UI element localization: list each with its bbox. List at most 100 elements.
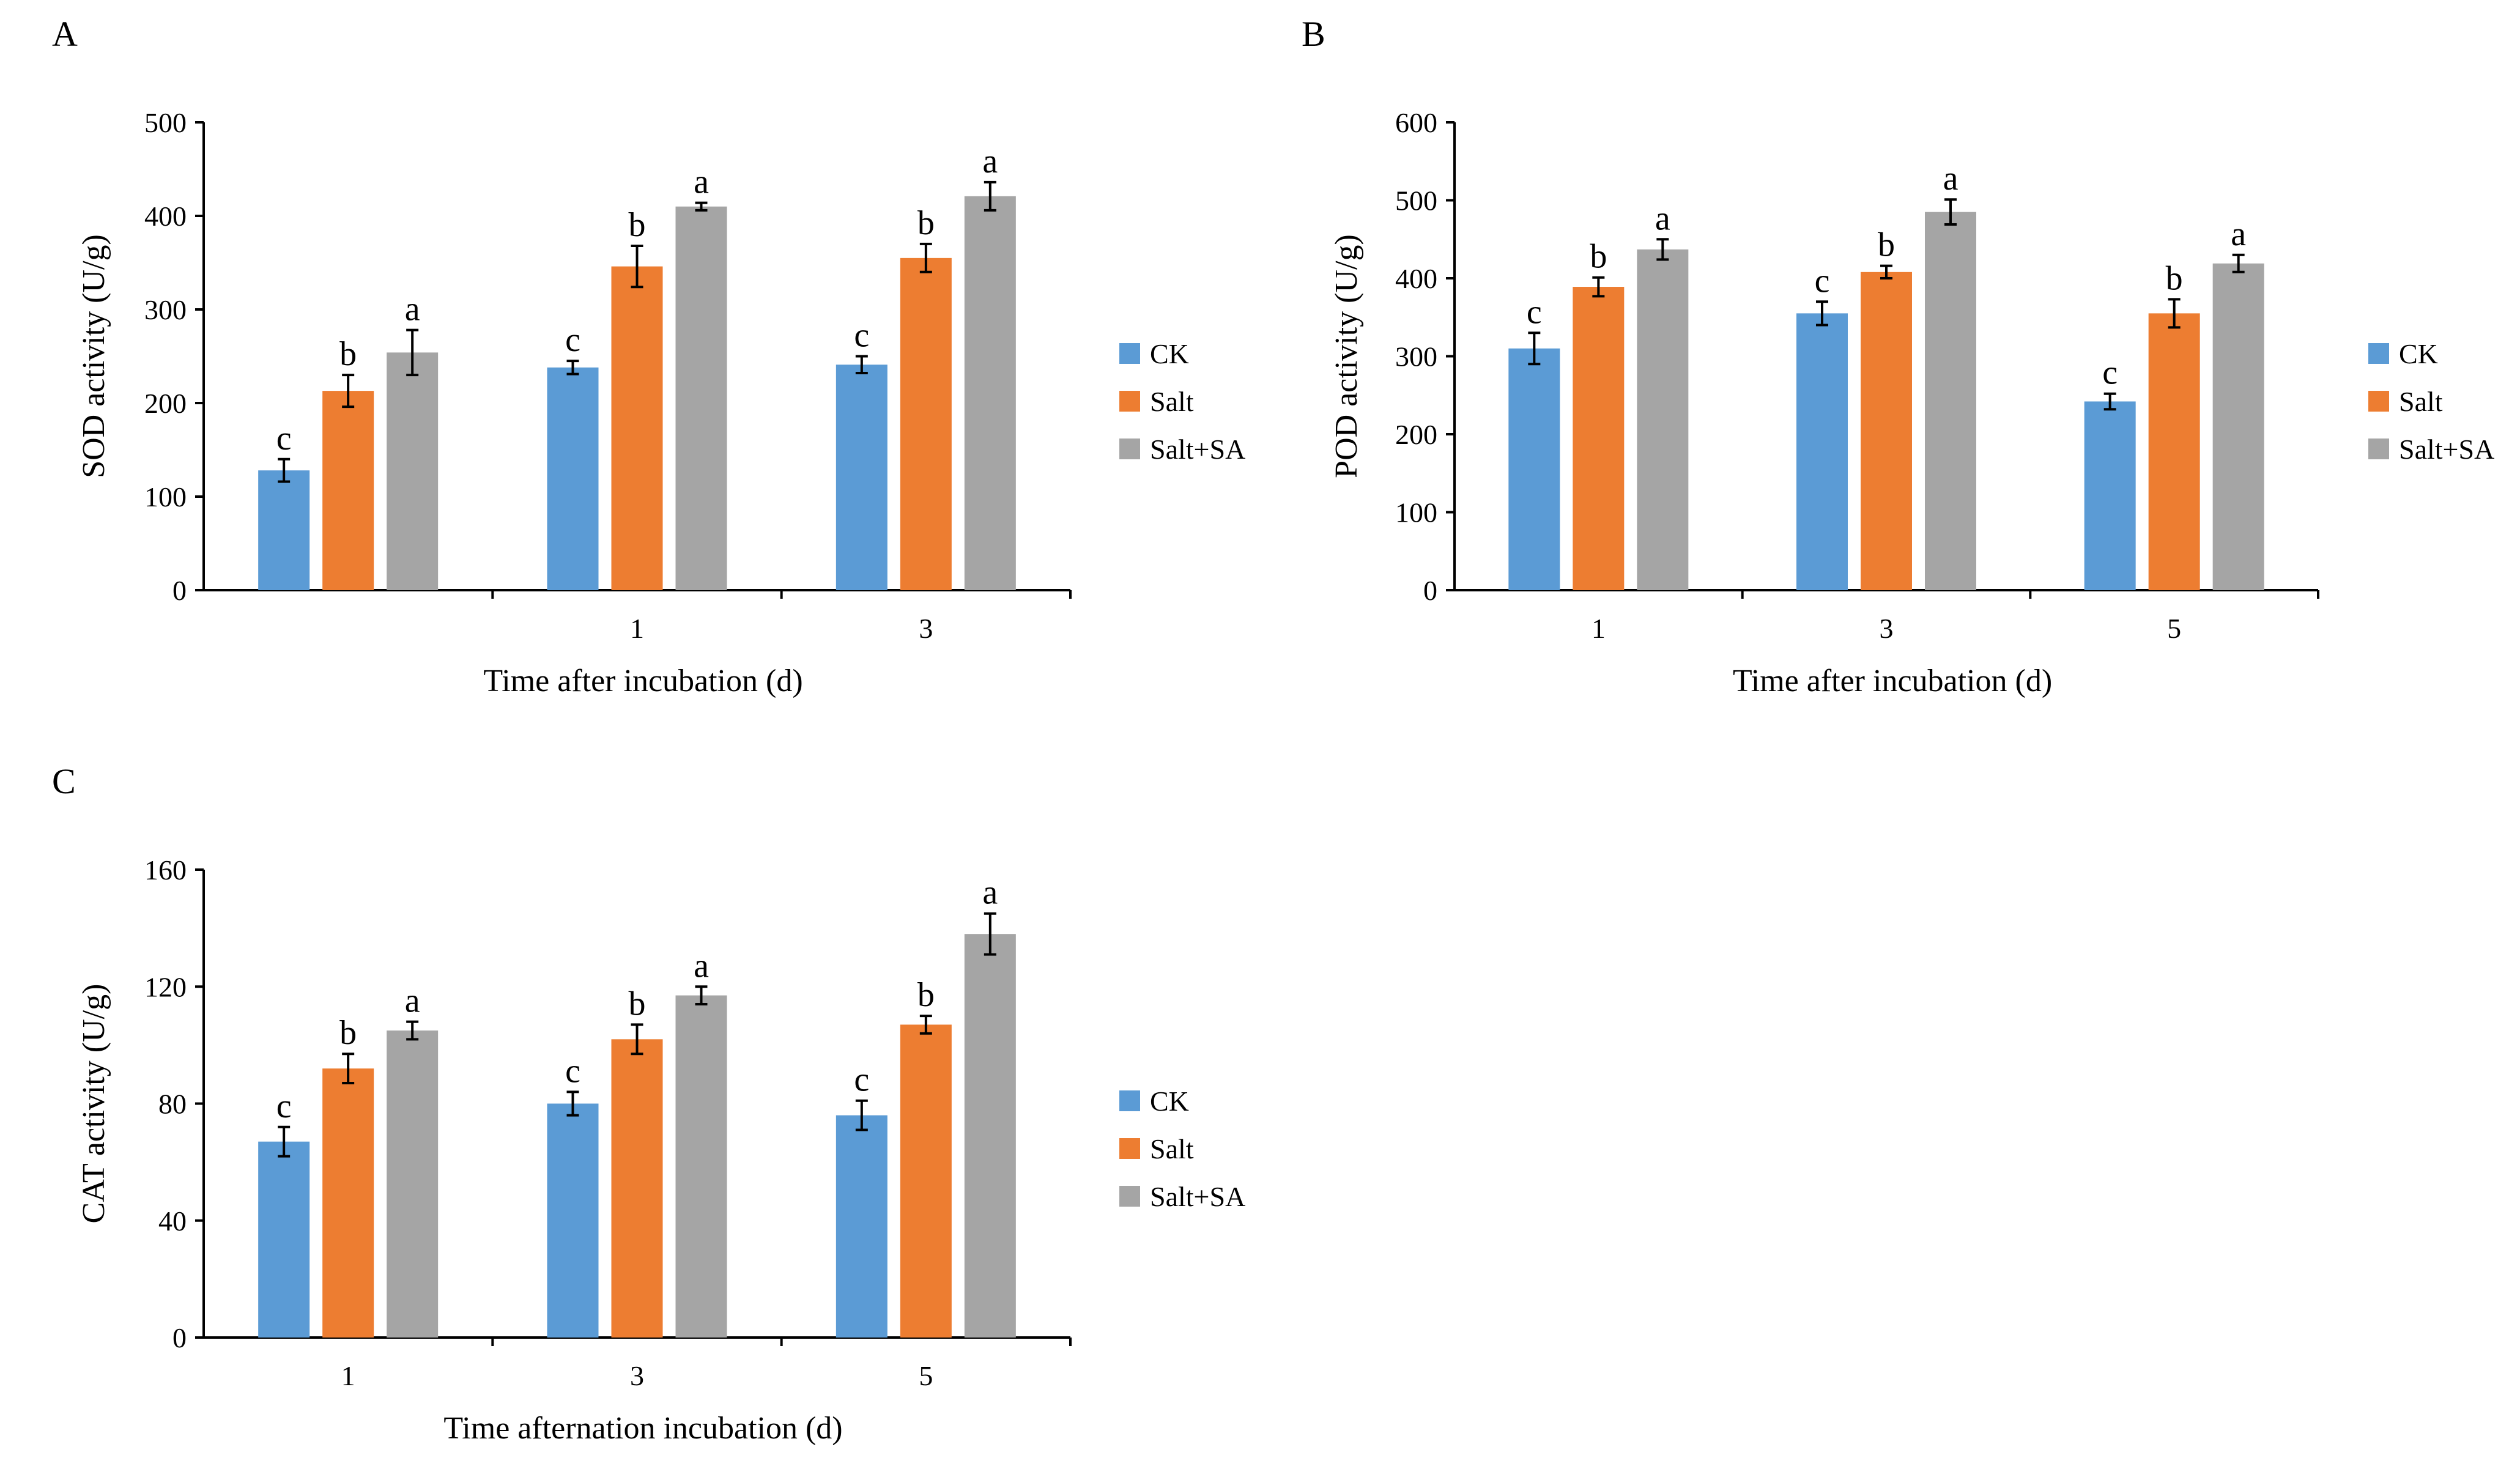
significance-letter: c [276,1087,292,1125]
significance-letter: b [917,204,935,242]
y-axis-title: SOD activity (U/g) [76,234,111,478]
x-tick-label: 3 [630,1360,644,1391]
chart-panel-a: A 0 100 200 300 400 500 SOD activity (U/g) Time … [52,14,1245,698]
bar-salt [322,391,374,590]
significance-letter: a [405,982,420,1020]
bar-ck [258,1141,310,1338]
panel-label: C [52,761,76,801]
x-tick-label: 3 [919,613,933,644]
bar-salt-sa [387,1030,439,1338]
significance-letter: b [339,1014,357,1052]
significance-letter: a [405,290,420,328]
y-axis-title: CAT activity (U/g) [76,984,111,1224]
bar-ck [836,1115,888,1338]
legend-entry: CK [2399,338,2438,369]
significance-letter: b [339,335,357,373]
panel-label: A [52,14,78,54]
y-tick-label: 120 [144,971,187,1002]
y-tick-label: 80 [158,1089,187,1120]
y-tick-label: 200 [144,388,187,419]
x-tick-label: 1 [341,1360,355,1391]
y-tick-label: 200 [1395,419,1437,450]
y-tick-label: 600 [1395,107,1437,138]
bar-salt-sa [387,352,439,590]
legend-entry: CK [1150,338,1189,369]
y-axis-title: POD activity (U/g) [1329,234,1364,478]
y-tick-label: 500 [144,107,187,138]
significance-letter: a [694,163,709,201]
y-tick-label: 160 [144,854,187,886]
y-tick-label: 40 [158,1205,187,1237]
bar-ck [1796,313,1848,590]
bar-salt [900,1024,952,1338]
x-tick-label: 1 [1592,613,1606,644]
panel-label: B [1302,14,1325,54]
significance-letter: a [982,142,998,180]
bar-ck [547,1103,599,1338]
bar-ck [836,364,888,590]
significance-letter: b [2166,259,2183,297]
significance-letter: b [1590,238,1607,276]
y-tick-label: 400 [144,201,187,232]
bar-salt-sa [964,934,1016,1338]
bar-salt-sa [1925,212,1976,590]
bar-ck [1508,348,1560,590]
y-tick-label: 100 [144,481,187,513]
significance-letter: c [2102,354,2118,392]
significance-letter: a [982,874,998,912]
significance-letter: c [854,1061,869,1099]
bar-salt [1573,287,1625,590]
bar-salt [611,266,663,590]
significance-letter: b [629,206,646,244]
y-tick-label: 500 [1395,185,1437,216]
legend-entry: Salt+SA [1150,434,1245,465]
significance-letter: a [1655,199,1670,237]
significance-letter: c [565,1052,580,1090]
bar-salt [1861,272,1912,590]
bar-salt [2148,313,2200,590]
bar-salt-sa [2212,263,2264,590]
x-tick-label: 5 [919,1360,933,1391]
significance-letter: a [1943,160,1959,198]
x-axis-title: Time after incubation (d) [1733,664,2052,698]
bar-salt [611,1039,663,1338]
significance-letter: c [1527,293,1542,331]
legend-swatch [1119,391,1140,412]
legend-swatch [1119,1186,1140,1207]
legend-entry: Salt [2399,386,2443,417]
bar-salt-sa [1637,249,1689,590]
bar-salt-sa [964,196,1016,590]
legend-swatch [2368,343,2389,364]
significance-letter: b [629,985,646,1023]
significance-letter: a [694,947,709,985]
y-tick-label: 0 [172,1322,187,1353]
chart-panel-b: B 0 100 200 300 400 500 600 POD activity (U/g) Ti… [1302,14,2494,698]
legend-swatch [1119,1090,1140,1111]
significance-letter: b [1878,226,1895,264]
x-tick-label: 1 [630,613,644,644]
legend-entry: CK [1150,1086,1189,1117]
legend-swatch [1119,343,1140,364]
y-tick-label: 300 [1395,341,1437,372]
bar-salt-sa [675,206,727,590]
bar-salt [900,257,952,591]
x-axis-title: Time afternation incubation (d) [443,1411,842,1446]
bar-salt-sa [675,995,727,1338]
legend-entry: Salt [1150,386,1194,417]
y-tick-label: 300 [144,294,187,325]
legend-swatch [2368,439,2389,459]
y-tick-label: 100 [1395,497,1437,528]
legend-entry: Salt+SA [2399,434,2494,465]
significance-letter: c [1815,262,1830,300]
x-tick-label: 3 [1880,613,1894,644]
bar-ck [2084,401,2136,590]
legend-entry: Salt [1150,1133,1194,1164]
x-axis-title: Time after incubation (d) [483,664,802,698]
legend-swatch [1119,1138,1140,1159]
legend-swatch [1119,439,1140,459]
legend-entry: Salt+SA [1150,1181,1245,1212]
significance-letter: b [917,976,935,1014]
x-tick-label: 5 [2167,613,2181,644]
bar-salt [322,1068,374,1338]
significance-letter: a [2231,215,2246,253]
